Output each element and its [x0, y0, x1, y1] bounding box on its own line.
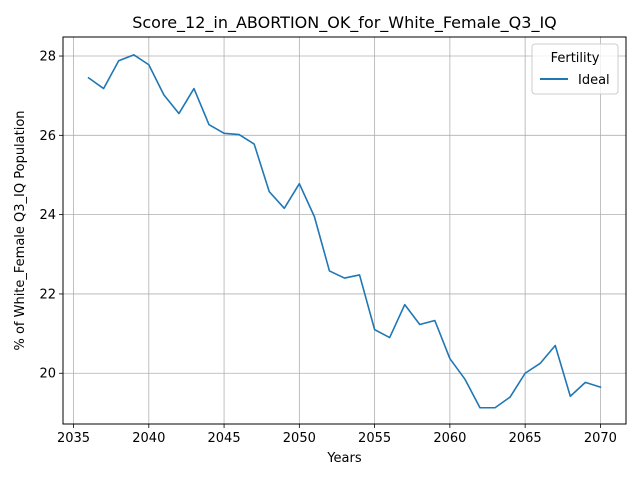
x-axis-title: Years — [326, 451, 362, 466]
series-layer — [87, 54, 602, 409]
x-tick-label: 2045 — [208, 431, 241, 446]
y-tick-label: 28 — [39, 50, 56, 65]
x-tick-label: 2040 — [132, 431, 165, 446]
legend: Fertility Ideal — [531, 43, 619, 95]
ticks: 2035 2040 2045 2050 2055 2060 2065 2070 20 22 24 26… — [39, 50, 617, 446]
x-tick-label: 2055 — [358, 431, 391, 446]
x-tick-label: 2060 — [433, 431, 466, 446]
x-tick-label: 2070 — [584, 431, 617, 446]
legend-label-ideal: Ideal — [578, 73, 610, 88]
y-tick-label: 22 — [39, 287, 56, 302]
x-tick-label: 2065 — [509, 431, 542, 446]
grid — [63, 37, 626, 424]
plot-frame — [62, 36, 627, 425]
legend-box — [531, 43, 619, 95]
x-tick-label: 2050 — [283, 431, 316, 446]
series-line-ideal — [87, 54, 602, 409]
y-tick-label: 24 — [39, 208, 56, 223]
x-tick-label: 2035 — [57, 431, 90, 446]
y-axis-title: % of White_Female Q3_IQ Population — [13, 110, 28, 350]
y-tick-label: 20 — [39, 367, 56, 382]
legend-title: Fertility — [551, 51, 600, 66]
chart-title: Score_12_in_ABORTION_OK_for_White_Female… — [132, 13, 557, 33]
y-tick-label: 26 — [39, 129, 56, 144]
